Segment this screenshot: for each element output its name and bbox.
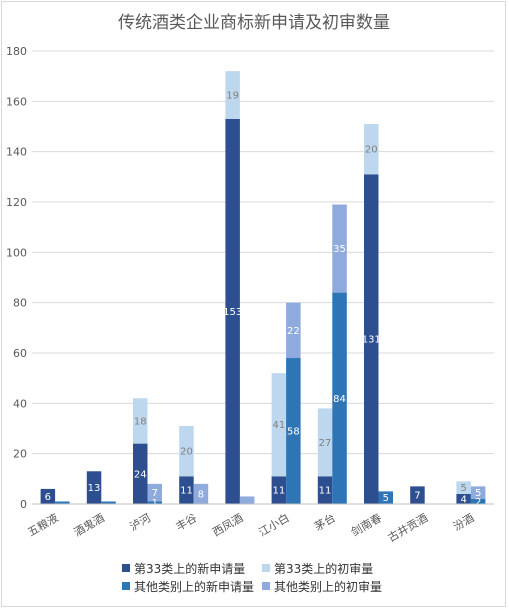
bar <box>364 174 379 505</box>
bar <box>55 501 70 504</box>
data-label: 20 <box>365 145 378 156</box>
bar <box>225 71 240 119</box>
x-tick-label: 江小白 <box>256 510 292 539</box>
bar <box>133 443 148 504</box>
bar <box>286 302 301 359</box>
x-tick-label: 五粮液 <box>25 510 61 539</box>
legend-swatch <box>262 564 270 572</box>
bar <box>179 425 194 477</box>
data-label: 20 <box>180 447 193 458</box>
bars <box>40 71 486 505</box>
bar <box>332 292 347 504</box>
data-label: 6 <box>45 492 51 503</box>
x-tick-label: 剑南春 <box>348 510 384 539</box>
data-label: 19 <box>226 91 239 102</box>
bar <box>40 488 56 504</box>
y-tick-label: 180 <box>6 45 27 58</box>
data-label: 5 <box>383 493 389 504</box>
bar <box>179 476 194 504</box>
legend-swatch <box>122 582 130 590</box>
bar <box>147 501 162 504</box>
data-label: 4 <box>460 494 466 505</box>
data-label: 153 <box>223 307 242 318</box>
data-label: 35 <box>333 244 346 255</box>
data-label: 131 <box>362 335 381 346</box>
x-tick-label: 泸河 <box>127 511 153 533</box>
legend-label: 第33类上的初审量 <box>274 561 373 576</box>
x-tick-label: 汾酒 <box>451 511 477 533</box>
x-tick-label: 茅台 <box>312 510 338 533</box>
data-label: 11 <box>180 486 193 497</box>
data-label: 41 <box>272 420 285 431</box>
legend-label: 其他类别上的初审量 <box>274 579 382 594</box>
y-tick-label: 80 <box>13 297 27 310</box>
data-label: 11 <box>319 486 332 497</box>
bar <box>271 373 287 477</box>
data-label: 24 <box>134 469 147 480</box>
data-label: 7 <box>152 488 158 499</box>
bar <box>317 476 333 504</box>
data-label: 27 <box>319 438 332 449</box>
legend-label: 其他类别上的新申请量 <box>134 579 254 594</box>
y-tick-label: 160 <box>6 95 27 108</box>
data-label: 11 <box>272 486 285 497</box>
chart-title: 传统酒类企业商标新申请及初审数量 <box>118 13 390 33</box>
bar <box>456 493 471 504</box>
data-label: 7 <box>414 491 420 502</box>
grid-lines <box>32 50 494 455</box>
bar <box>364 123 379 175</box>
x-tick-label: 古井贡酒 <box>385 510 430 544</box>
data-label: 2 <box>475 497 481 508</box>
bar <box>239 496 255 504</box>
bar <box>101 501 116 504</box>
bar <box>470 486 486 499</box>
bar <box>225 118 240 504</box>
y-axis-ticks: 0 20 40 60 80 100 120 140 160 180 <box>6 45 27 511</box>
y-tick-label: 100 <box>6 246 27 259</box>
bar <box>133 398 148 444</box>
data-label: 5 <box>475 488 481 499</box>
bar <box>378 491 393 504</box>
y-tick-label: 40 <box>13 397 27 410</box>
data-label: 8 <box>198 489 204 500</box>
bar <box>147 483 162 502</box>
y-tick-label: 0 <box>20 498 27 511</box>
bar <box>317 408 333 477</box>
y-tick-label: 120 <box>6 196 27 209</box>
y-tick-label: 140 <box>6 146 27 159</box>
bar <box>332 204 347 293</box>
x-tick-label: 西凤酒 <box>210 511 245 539</box>
legend-swatch <box>122 564 130 572</box>
x-tick-label: 酒鬼酒 <box>71 510 107 539</box>
bar <box>470 498 486 504</box>
bar <box>410 486 425 504</box>
data-label: 22 <box>287 326 300 337</box>
x-axis: 五粮液 酒鬼酒 泸河 丰谷 西凤酒 江小白 茅台 剑南春 古井贡酒 汾酒 <box>25 503 494 545</box>
data-label: 13 <box>88 483 101 494</box>
y-tick-label: 20 <box>13 448 27 461</box>
y-tick-label: 60 <box>13 347 27 360</box>
data-label: 18 <box>134 416 147 427</box>
bar <box>193 483 209 504</box>
bar <box>456 481 471 494</box>
data-label: 58 <box>287 427 300 438</box>
data-label: 84 <box>333 394 346 405</box>
bar <box>286 358 301 504</box>
data-label: 5 <box>460 483 466 494</box>
legend-swatch <box>262 582 270 590</box>
bar <box>86 471 102 504</box>
bar <box>271 476 287 504</box>
legend-label: 第33类上的新申请量 <box>134 561 245 576</box>
x-tick-label: 丰谷 <box>174 511 200 533</box>
